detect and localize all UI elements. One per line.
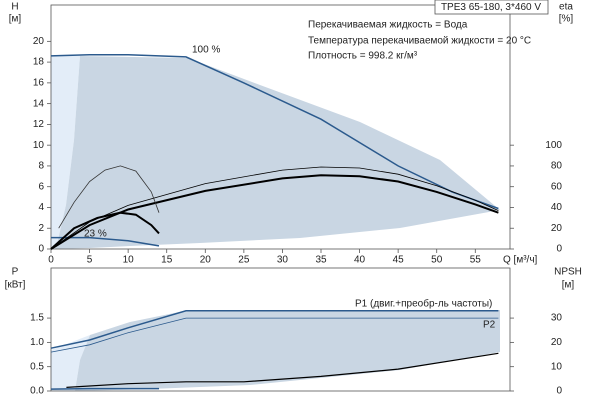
axis-label: [%]	[559, 14, 574, 25]
y-tick-label: 0.0	[30, 386, 44, 397]
annotation: P2	[483, 320, 496, 331]
y-tick-label: 20	[33, 36, 45, 47]
x-axis-label: Q [м³/ч]	[503, 255, 538, 266]
y2-tick-label: 0	[556, 244, 562, 255]
y-tick-label: 0	[38, 244, 44, 255]
x-tick-label: 5	[87, 255, 93, 266]
y-tick-label: 4	[38, 202, 44, 213]
axis-label: [м]	[562, 280, 575, 291]
axis-label: [кВт]	[5, 280, 26, 291]
y2-tick-label: 20	[551, 337, 563, 348]
y2-tick-label: 10	[551, 361, 563, 372]
curve	[50, 166, 499, 250]
y-tick-label: 10	[33, 140, 45, 151]
y2-tick-label: 0	[556, 386, 562, 397]
power-range	[75, 310, 500, 391]
bottom-frame	[50, 267, 511, 392]
x-tick-label: 40	[354, 255, 366, 266]
y2-tick-label: 100	[545, 140, 562, 151]
x-tick-label: 30	[277, 255, 289, 266]
y2-tick-label: 80	[551, 161, 563, 172]
power-range-light	[51, 335, 90, 391]
axis-label: NPSH	[554, 267, 582, 278]
y-tick-label: 8	[38, 161, 44, 172]
curve	[50, 310, 499, 349]
y-tick-label: 16	[33, 78, 45, 89]
y-tick-label: 14	[33, 98, 45, 109]
y-tick-label: 2	[38, 223, 44, 234]
x-tick-label: 45	[393, 255, 405, 266]
y-tick-label: 0.5	[30, 361, 44, 372]
y-tick-label: 12	[33, 119, 45, 130]
annotation: Перекачиваемая жидкость = Вода	[308, 20, 468, 31]
curve	[58, 165, 160, 229]
x-tick-label: 20	[200, 255, 212, 266]
y2-tick-label: 20	[551, 223, 563, 234]
curve	[50, 54, 499, 210]
operating-range	[55, 56, 500, 249]
x-tick-label: 10	[123, 255, 135, 266]
x-tick-label: 35	[315, 255, 327, 266]
y2-tick-label: 60	[551, 181, 563, 192]
axis-label: P	[12, 267, 19, 278]
y-tick-label: 1.0	[30, 337, 44, 348]
model-title: TPE3 65-180, 3*460 V	[441, 2, 541, 13]
annotation: 100 %	[192, 45, 220, 56]
y2-tick-label: 30	[551, 313, 563, 324]
y2-tick-label: 40	[551, 202, 563, 213]
axis-label: eta	[559, 2, 573, 13]
curve	[50, 317, 499, 353]
x-tick-label: 0	[48, 255, 54, 266]
annotation: Температура перекачиваемой жидкости = 20…	[308, 36, 531, 47]
curve	[50, 387, 159, 390]
annotation: Плотность = 998.2 кг/м³	[308, 51, 418, 62]
model-box	[434, 0, 549, 15]
y-tick-label: 1.5	[30, 313, 44, 324]
top-frame	[50, 4, 511, 250]
axis-label: H	[11, 2, 18, 13]
y-tick-label: 6	[38, 181, 44, 192]
y-tick-label: 18	[33, 57, 45, 68]
annotation: 23 %	[84, 229, 107, 240]
x-tick-label: 55	[470, 255, 482, 266]
x-tick-label: 50	[431, 255, 443, 266]
operating-range-light	[51, 56, 80, 249]
curve	[66, 352, 499, 388]
axis-label: [м]	[9, 14, 22, 25]
curve	[50, 211, 160, 250]
x-tick-label: 15	[161, 255, 173, 266]
x-tick-label: 25	[238, 255, 250, 266]
annotation: P1 (двиг.+преобр-ль частоты)	[355, 298, 492, 310]
